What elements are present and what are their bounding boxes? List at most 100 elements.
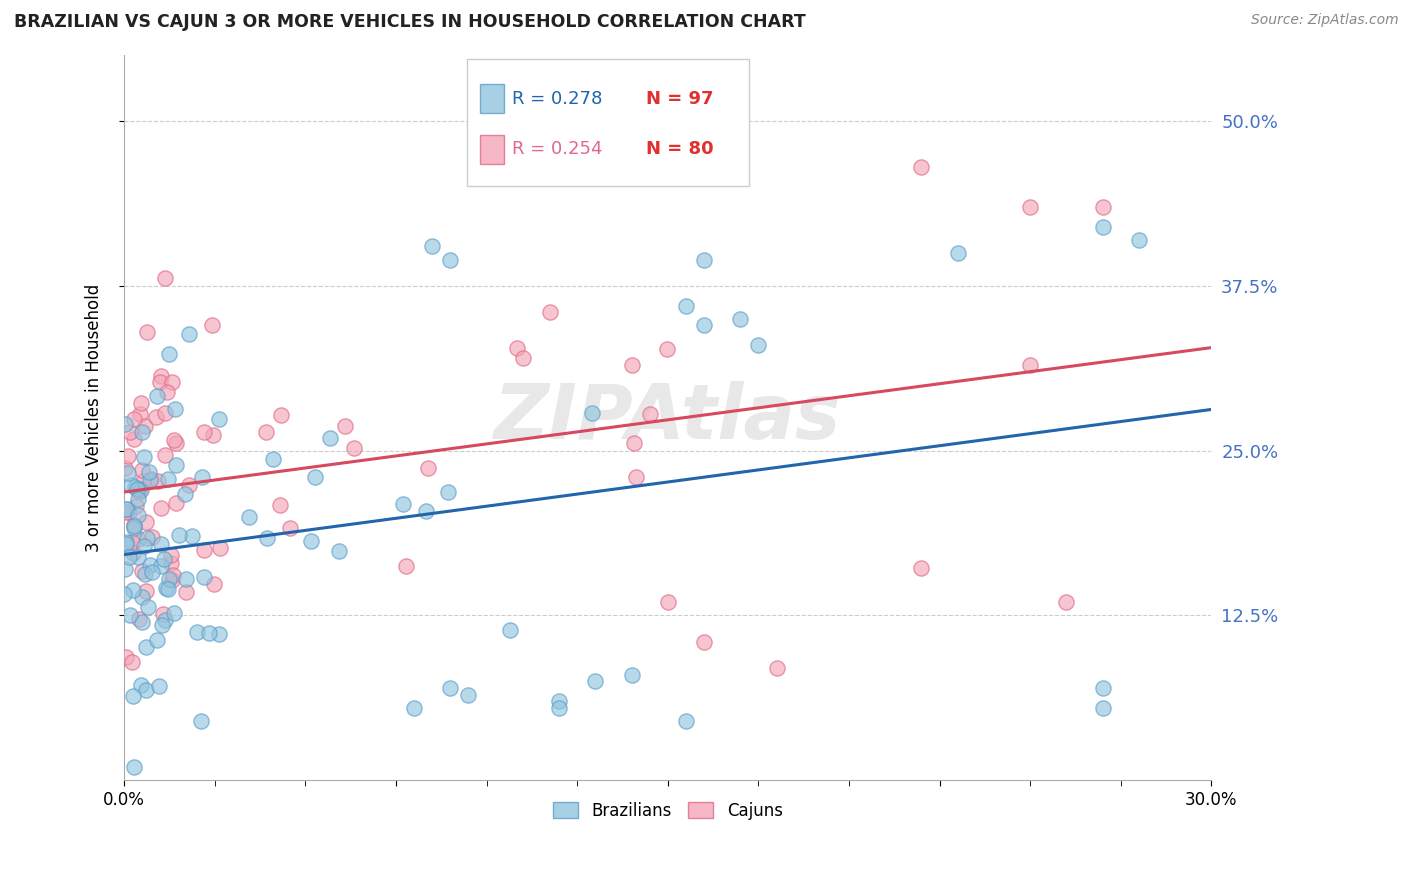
Point (157, 572, 180, 586)
Point (124, 499, 146, 513)
Point (512, 351, 534, 366)
Point (153, 551, 176, 566)
Point (124, 480, 146, 494)
Point (946, 246, 969, 260)
Point (127, 491, 149, 506)
Point (139, 473, 162, 487)
Point (162, 568, 184, 582)
Point (765, 661, 787, 675)
Point (134, 566, 156, 581)
Legend: Brazilians, Cajuns: Brazilians, Cajuns (547, 795, 789, 826)
Point (127, 482, 149, 496)
Point (328, 544, 350, 558)
Point (121, 656, 143, 670)
Point (120, 477, 142, 491)
Point (153, 613, 176, 627)
Point (114, 562, 136, 576)
Point (202, 577, 225, 591)
Point (395, 558, 418, 573)
Point (136, 325, 159, 339)
Point (135, 682, 157, 697)
Point (624, 469, 647, 483)
Point (160, 573, 183, 587)
Text: Source: ZipAtlas.com: Source: ZipAtlas.com (1251, 13, 1399, 28)
Point (155, 406, 177, 420)
Point (135, 515, 157, 529)
Point (146, 474, 169, 488)
Point (730, 311, 752, 326)
Point (191, 470, 214, 484)
Point (145, 409, 167, 424)
Point (131, 463, 153, 477)
Point (197, 625, 219, 640)
Point (160, 548, 183, 562)
Point (124, 411, 146, 425)
Point (156, 384, 179, 399)
Point (114, 460, 136, 475)
Point (620, 668, 643, 682)
Point (319, 431, 342, 445)
Point (620, 358, 643, 372)
Point (693, 635, 716, 649)
Point (538, 304, 561, 318)
Point (131, 565, 153, 579)
Point (115, 649, 138, 664)
Text: R = 0.278: R = 0.278 (512, 90, 603, 108)
Point (623, 435, 645, 450)
Point (157, 582, 180, 596)
Point (208, 411, 231, 425)
Text: BRAZILIAN VS CAJUN 3 OR MORE VEHICLES IN HOUSEHOLD CORRELATION CHART: BRAZILIAN VS CAJUN 3 OR MORE VEHICLES IN… (14, 13, 806, 31)
Point (208, 541, 231, 555)
Point (416, 461, 439, 475)
Point (134, 419, 156, 434)
Point (132, 539, 155, 553)
Point (693, 318, 716, 333)
Point (115, 534, 138, 549)
Point (675, 714, 697, 728)
Point (278, 520, 301, 534)
Point (153, 270, 176, 285)
Point (256, 531, 278, 545)
Point (120, 425, 142, 440)
Point (146, 389, 169, 403)
Point (506, 342, 529, 356)
Point (165, 402, 187, 417)
Point (114, 502, 136, 516)
Point (193, 542, 215, 557)
Point (150, 369, 173, 384)
Point (157, 347, 180, 361)
Point (112, 587, 135, 601)
Point (177, 327, 200, 342)
Point (157, 472, 180, 486)
Point (132, 450, 155, 464)
FancyBboxPatch shape (467, 59, 749, 186)
Point (136, 531, 159, 545)
Text: N = 97: N = 97 (645, 90, 713, 108)
Text: R = 0.254: R = 0.254 (512, 140, 603, 159)
Point (693, 252, 716, 267)
Point (333, 418, 356, 433)
Point (149, 375, 172, 389)
Point (404, 700, 426, 714)
Point (391, 497, 413, 511)
Point (193, 570, 215, 584)
Text: ZIPAtlas: ZIPAtlas (494, 381, 841, 455)
Point (114, 536, 136, 550)
Point (420, 239, 443, 253)
Point (548, 694, 571, 708)
Point (254, 425, 277, 440)
Point (190, 714, 212, 729)
Point (657, 594, 679, 608)
Point (141, 565, 163, 579)
Point (131, 615, 153, 629)
Point (127, 508, 149, 522)
Point (1019, 200, 1042, 214)
Point (122, 517, 145, 532)
Point (121, 535, 143, 549)
Point (117, 449, 139, 463)
Point (208, 627, 231, 641)
Point (498, 624, 520, 638)
Point (1054, 595, 1077, 609)
Point (121, 583, 143, 598)
Point (128, 482, 150, 496)
